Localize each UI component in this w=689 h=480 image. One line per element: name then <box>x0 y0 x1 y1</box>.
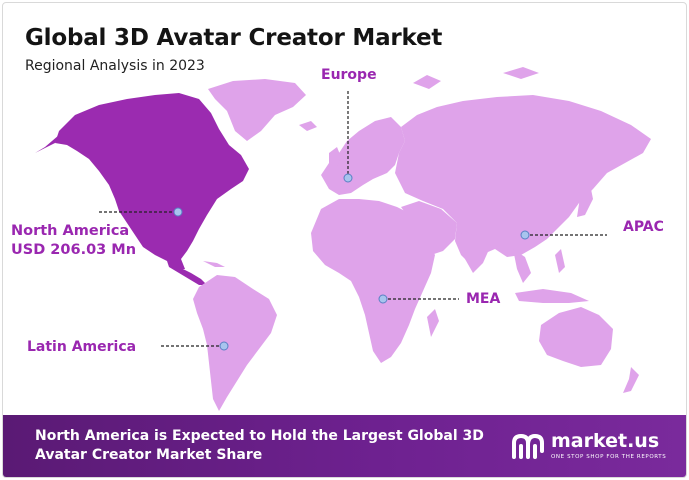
north-america-value: USD 206.03 Mn <box>11 242 137 258</box>
brand-logo[interactable]: market.us ONE STOP SHOP FOR THE REPORTS <box>511 429 671 465</box>
mea-label: MEA <box>466 291 501 307</box>
indonesia-shape <box>515 289 589 303</box>
north-america-name: North America <box>11 223 130 239</box>
latin-america-marker <box>219 341 229 351</box>
north-america-shape <box>55 93 249 269</box>
market-us-logo-icon <box>512 433 544 459</box>
caribbean-shape <box>203 261 225 267</box>
india-shape <box>459 233 491 273</box>
iceland-shape <box>299 121 317 131</box>
middle-east-shape <box>401 201 457 255</box>
mea-marker <box>378 294 388 304</box>
apac-label: APAC <box>623 219 664 235</box>
asia-shape <box>395 95 651 265</box>
central-america-shape <box>167 261 207 285</box>
north-america-marker <box>173 207 183 217</box>
world-map <box>35 67 651 411</box>
europe-label: Europe <box>321 67 377 83</box>
europe-marker <box>343 173 353 183</box>
apac-marker <box>520 230 530 240</box>
page-title: Global 3D Avatar Creator Market <box>25 25 443 51</box>
footer-banner: North America is Expected to Hold the La… <box>3 415 686 477</box>
arctic-islands-shape <box>413 75 441 89</box>
south-america-shape <box>193 275 277 411</box>
page-subtitle: Regional Analysis in 2023 <box>25 58 205 74</box>
brand-name: market.us <box>551 430 660 452</box>
australia-shape <box>539 307 613 367</box>
footer-headline: North America is Expected to Hold the La… <box>35 428 484 463</box>
europe-shape <box>321 117 405 195</box>
japan-shape <box>577 179 593 217</box>
brand-tagline: ONE STOP SHOP FOR THE REPORTS <box>551 454 667 460</box>
arctic-islands-shape-2 <box>503 67 539 79</box>
latin-america-label: Latin America <box>27 339 137 355</box>
africa-shape <box>311 199 435 363</box>
north-america-label: North America USD 206.03 Mn <box>11 222 136 260</box>
new-zealand-shape <box>623 367 639 393</box>
madagascar-shape <box>427 309 439 337</box>
se-asia-shape <box>513 249 531 283</box>
philippines-shape <box>555 249 565 273</box>
greenland <box>208 79 306 141</box>
alaska-shape <box>35 135 59 153</box>
uk-shape <box>329 147 341 167</box>
